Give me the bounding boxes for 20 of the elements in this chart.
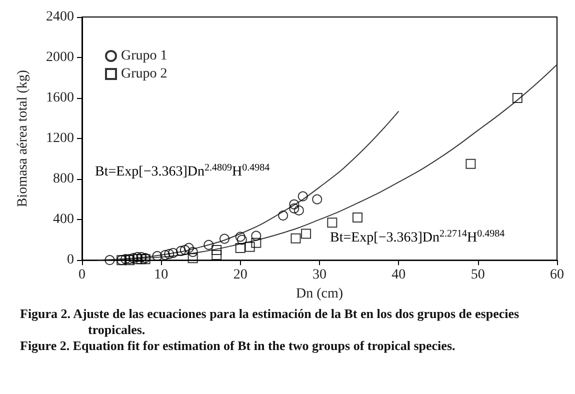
x-tick-label: 50 bbox=[470, 268, 485, 283]
y-tick-label: 0 bbox=[67, 252, 74, 268]
y-axis-title: Biomasa aérea total (kg) bbox=[16, 70, 30, 208]
text: Figura 2. Ajuste de las ecuaciones para la estimación de la Bt en los dos grupos de especies tropicales. bbox=[20, 306, 520, 338]
x-tick-label: 40 bbox=[392, 268, 406, 283]
y-tick-label: 2400 bbox=[46, 10, 74, 24]
y-tick-label: 1200 bbox=[46, 131, 74, 146]
y-tick-label: 1600 bbox=[46, 90, 74, 106]
x-tick-label: 10 bbox=[154, 268, 168, 283]
x-axis-title: Dn (cm) bbox=[296, 286, 344, 302]
y-tick-label: 400 bbox=[53, 212, 74, 228]
x-tick-label: 20 bbox=[233, 268, 248, 283]
x-tick-label: 0 bbox=[78, 268, 86, 283]
x-tick-label: 30 bbox=[312, 268, 326, 283]
caption: Figure 2. Equation fit for estimation of Bt in the two groups of tropical species. bbox=[20, 338, 456, 354]
y-tick-label: 2000 bbox=[46, 50, 74, 66]
x-tick-label: 60 bbox=[550, 268, 564, 283]
legend-label: Grupo 2 bbox=[121, 66, 168, 82]
legend-label: Grupo 1 bbox=[121, 48, 168, 64]
y-tick-label: 800 bbox=[53, 172, 74, 187]
